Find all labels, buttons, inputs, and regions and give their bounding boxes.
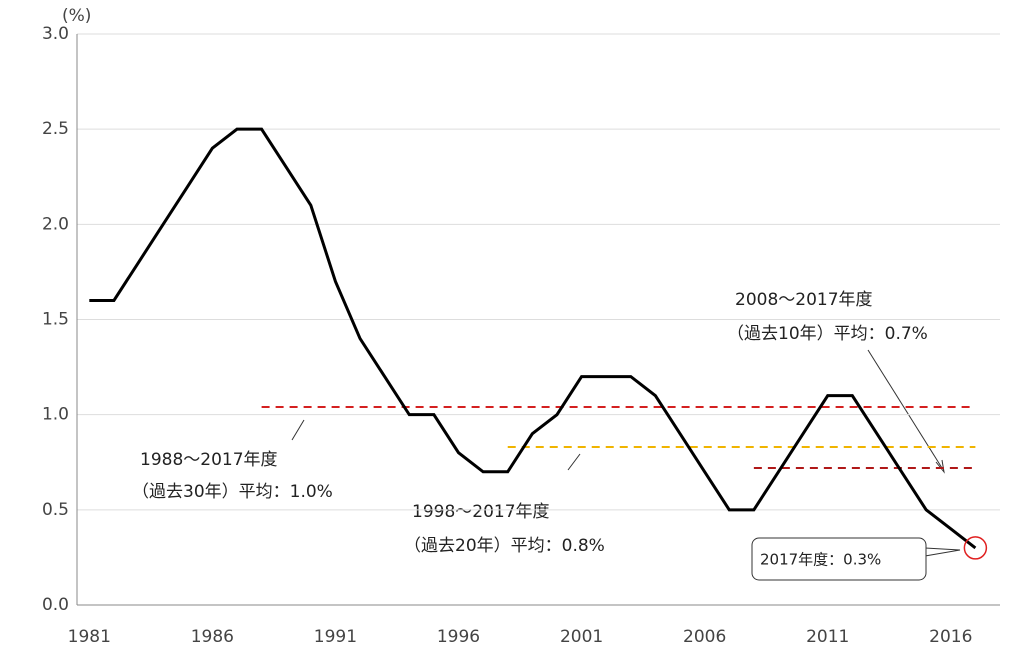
callout-tail bbox=[924, 547, 961, 557]
callout-box bbox=[751, 537, 927, 581]
avg-label: （過去20年）平均：0.8% bbox=[404, 536, 605, 556]
callout-text: 2017年度：0.3% bbox=[760, 551, 881, 569]
arrow-head bbox=[935, 459, 945, 474]
y-tick-label: 2.0 bbox=[42, 214, 69, 234]
x-tick-label: 2011 bbox=[806, 627, 849, 647]
x-tick-label: 1986 bbox=[191, 627, 234, 647]
x-tick-label: 1991 bbox=[314, 627, 357, 647]
pointer bbox=[867, 349, 943, 469]
x-tick-label: 1981 bbox=[68, 627, 111, 647]
pointer bbox=[567, 453, 581, 471]
x-tick-label: 2001 bbox=[560, 627, 603, 647]
highlight-circle bbox=[963, 536, 988, 560]
y-tick-label: 2.5 bbox=[42, 119, 69, 139]
y-tick-label: 1.0 bbox=[42, 405, 69, 425]
y-tick-label: 0.0 bbox=[42, 595, 69, 615]
pointer bbox=[291, 419, 305, 441]
x-tick-label: 1996 bbox=[437, 627, 480, 647]
y-tick-label: 1.5 bbox=[42, 310, 69, 330]
y-tick-label: 3.0 bbox=[42, 24, 69, 44]
x-tick-label: 2006 bbox=[683, 627, 726, 647]
y-unit: (%) bbox=[62, 6, 91, 26]
avg-label: （過去10年）平均：0.7% bbox=[727, 324, 928, 344]
avg-label: （過去30年）平均：1.0% bbox=[132, 482, 333, 502]
x-tick-label: 2016 bbox=[929, 627, 972, 647]
y-tick-label: 0.5 bbox=[42, 500, 69, 520]
line-series bbox=[89, 127, 977, 550]
avg-label: 2008～2017年度 bbox=[735, 290, 873, 310]
avg-label: 1988～2017年度 bbox=[140, 450, 278, 470]
avg-label: 1998～2017年度 bbox=[412, 502, 550, 522]
